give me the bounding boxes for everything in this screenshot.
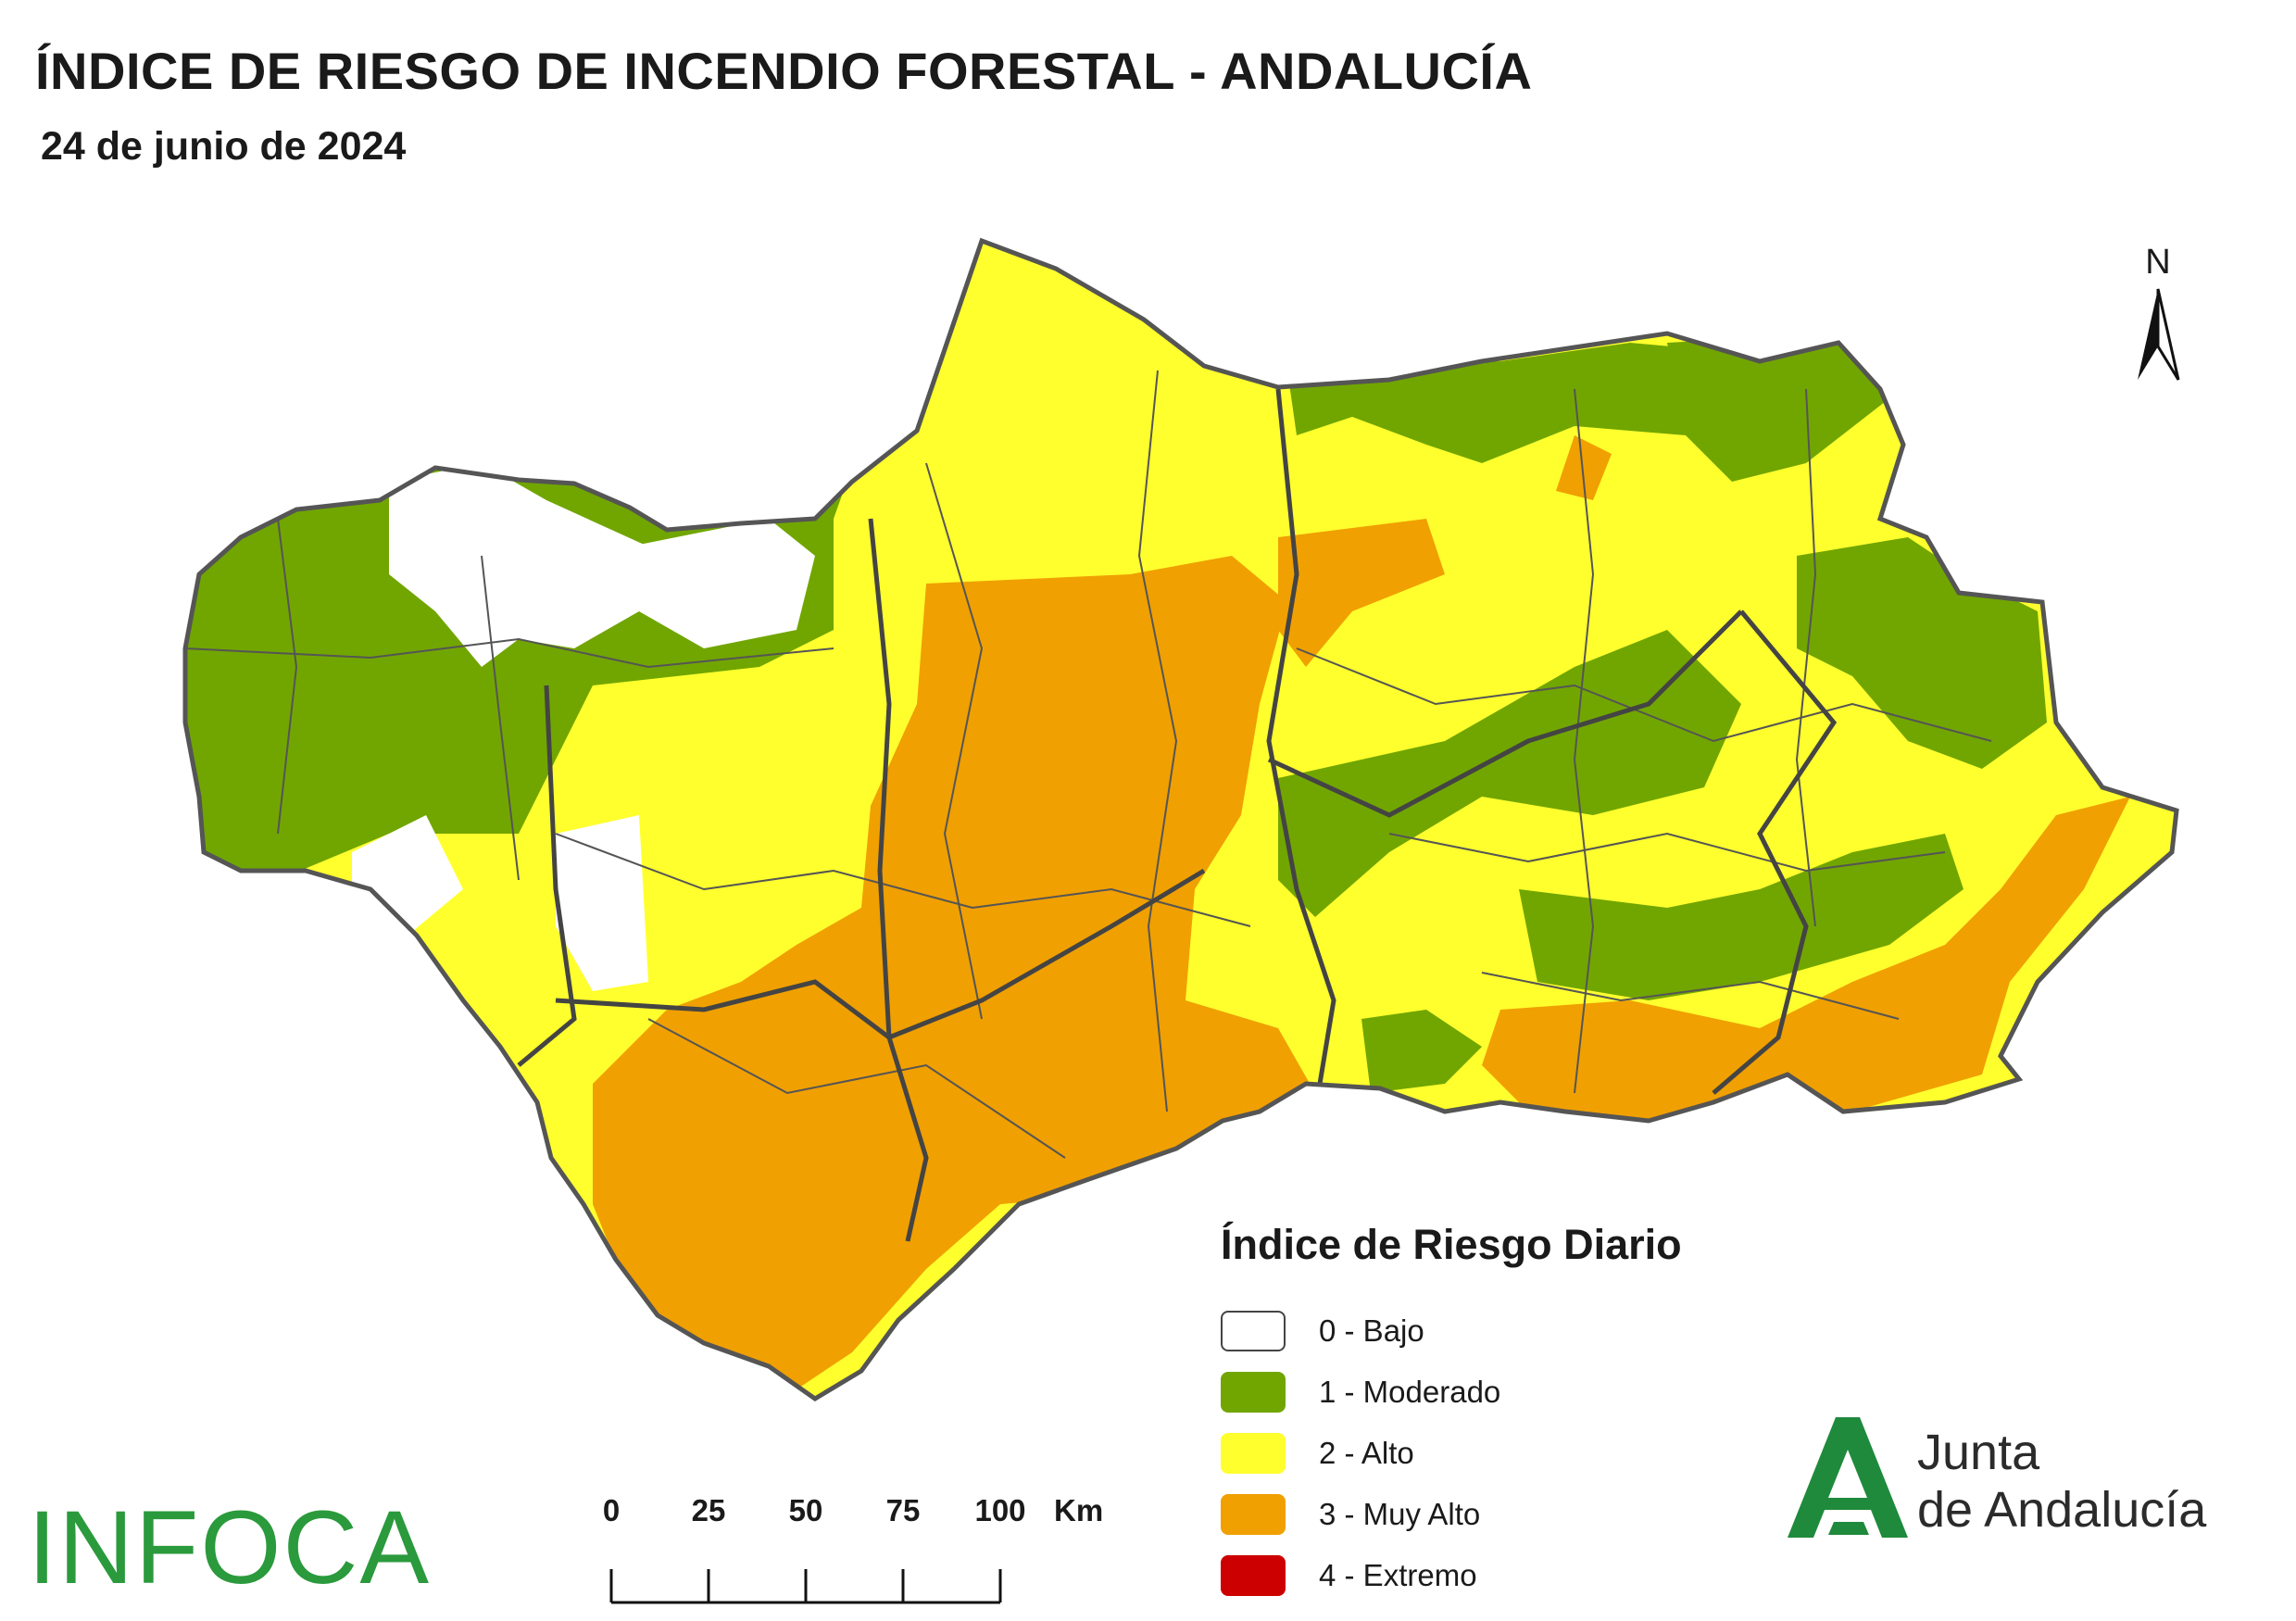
legend-title: Índice de Riesgo Diario [1221,1221,1682,1268]
legend-item-muy-alto: 3 - Muy Alto [1221,1484,1869,1545]
junta-logo-icon [1788,1417,1908,1538]
legend-item-moderado: 1 - Moderado [1221,1362,1869,1423]
zone-muy-alto-spot [1556,435,1612,500]
zone-muy-alto-jaen [1278,519,1445,667]
map-date: 24 de junio de 2024 [41,124,407,169]
legend-swatch-alto [1221,1433,1286,1474]
legend-swatch-moderado [1221,1372,1286,1413]
zone-muy-alto-southeast [1482,797,2130,1121]
legend-item-bajo: 0 - Bajo [1221,1301,1869,1362]
municipal-boundaries [185,370,1992,1159]
risk-zones [185,241,2177,1399]
zone-moderado-northeast [1667,333,1889,482]
scale-unit: Km [1054,1493,1104,1527]
legend-swatch-extremo [1221,1555,1286,1596]
legend-label-extremo: 4 - Extremo [1319,1558,1477,1592]
legend-label-moderado: 1 - Moderado [1319,1375,1501,1409]
legend-swatch-bajo [1221,1311,1286,1351]
infoca-logo: INFOCA [28,1489,432,1605]
junta-line-1: Junta [1917,1425,2040,1480]
province-boundaries [517,388,1838,1242]
scale-bar: 0 25 50 75 100 Km [602,1493,1121,1609]
scale-tick-75: 75 [885,1493,921,1527]
legend-label-bajo: 0 - Bajo [1319,1313,1424,1348]
north-label: N [2145,243,2171,282]
scale-tick-50: 50 [788,1493,823,1527]
north-arrow: N [2121,243,2195,391]
zone-bajo-north [630,519,815,648]
legend-label-alto: 2 - Alto [1319,1436,1414,1470]
junta-text: Junta de Andalucía [1917,1424,2206,1539]
zone-moderado-south [1361,1010,1482,1093]
north-arrow-icon [2138,288,2180,381]
scale-tick-25: 25 [691,1493,726,1527]
junta-line-2: de Andalucía [1917,1482,2207,1538]
legend-item-alto: 2 - Alto [1221,1423,1869,1484]
zone-bajo-northwest [389,463,648,667]
scale-bar-lines [609,1569,1002,1604]
legend-label-muy-alto: 3 - Muy Alto [1319,1497,1481,1531]
legend-swatch-muy-alto [1221,1494,1286,1535]
junta-andalucia-logo: Junta de Andalucía [1778,1413,2260,1542]
zone-moderado-sierra-2 [1519,834,1964,1000]
legend: Índice de Riesgo Diario 0 - Bajo 1 - Mod… [1221,1221,1869,1606]
map-title: ÍNDICE DE RIESGO DE INCENDIO FORESTAL - … [35,42,1533,100]
scale-tick-100: 100 [974,1493,1026,1527]
zone-moderado-sierra-1 [1278,630,1741,917]
legend-item-extremo: 4 - Extremo [1221,1545,1869,1606]
scale-tick-0: 0 [602,1493,621,1527]
